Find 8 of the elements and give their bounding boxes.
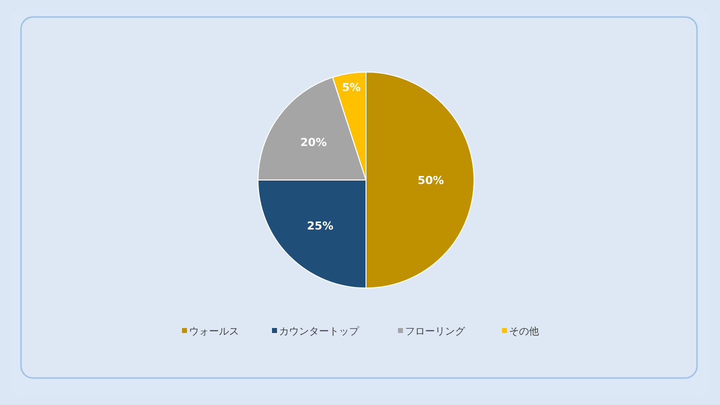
data-label: 20% — [300, 136, 327, 149]
legend-label: ウォールス — [189, 326, 239, 338]
legend-label: その他 — [509, 326, 539, 338]
data-label: 50% — [418, 174, 444, 187]
legend-label: フローリング — [405, 326, 466, 338]
legend-label: カウンタートップ — [279, 326, 360, 338]
data-label: 25% — [307, 220, 334, 233]
data-label: 5% — [342, 81, 361, 94]
